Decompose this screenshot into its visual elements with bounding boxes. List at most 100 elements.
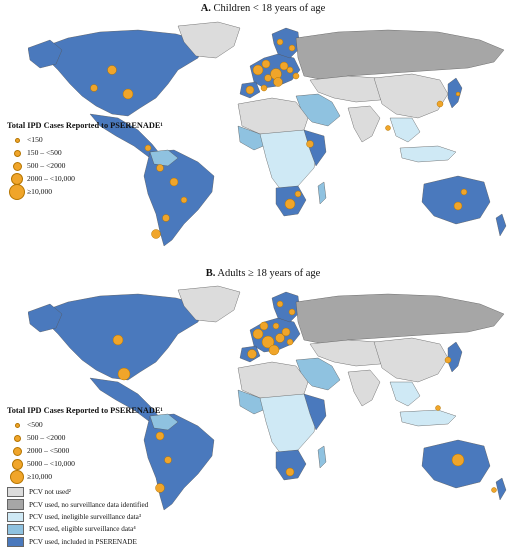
panel-a-title-text: Children < 18 years of age (213, 3, 326, 14)
status-legend-row: PCV used, eligible surveillance data⁴ (7, 523, 148, 535)
case-bubble (286, 338, 294, 346)
pcv-status-legend: PCV not used² PCV used, no surveillance d… (7, 486, 148, 548)
panel-a-letter: A. (200, 3, 211, 14)
case-bubble (286, 66, 294, 74)
legend-label: <500 (27, 420, 43, 430)
region-new-zealand (495, 213, 507, 237)
legend-bubble (13, 434, 21, 442)
legend-bubble (13, 149, 21, 157)
region-new-zealand (495, 477, 507, 501)
case-bubble (247, 349, 257, 359)
case-bubble (252, 64, 264, 76)
region-russia (295, 29, 505, 81)
case-bubble (164, 456, 172, 464)
legend-bubble (9, 184, 25, 201)
status-swatch (7, 511, 24, 523)
case-bubble (455, 91, 461, 97)
case-bubble (292, 72, 300, 80)
case-bubble (117, 367, 131, 381)
case-bubble (451, 453, 465, 467)
legend-row: <500 (7, 419, 163, 432)
legend-bubble (14, 422, 20, 428)
region-africa-south (275, 449, 307, 481)
legend-label: 2000 – <5000 (27, 446, 70, 456)
region-canada-usa (45, 29, 205, 117)
legend-label: 2000 – <10,000 (27, 174, 75, 184)
case-bubble (273, 77, 283, 87)
case-bubble (261, 59, 271, 69)
legend-bubble (12, 161, 22, 171)
panel-b-title: B. Adults ≥ 18 years of age (0, 268, 526, 279)
panel-a-title: A. Children < 18 years of age (0, 3, 526, 14)
status-legend-row: PCV used, no surveillance data identifie… (7, 498, 148, 510)
legend-label: 5000 – <10,000 (27, 459, 75, 469)
region-madagascar (317, 445, 327, 469)
legend-row: 2000 – <10,000 (7, 173, 163, 186)
region-africa-west (237, 125, 269, 151)
region-russia (295, 293, 505, 345)
case-bubble (288, 308, 296, 316)
status-swatch (7, 499, 24, 510)
case-bubble (151, 229, 161, 239)
region-africa-north (237, 361, 309, 399)
status-label: PCV used, ineligible surveillance data³ (29, 512, 142, 521)
legend-row: <150 (7, 134, 163, 147)
case-bubble (259, 321, 269, 331)
case-bubble (460, 188, 468, 196)
legend-row: ≥10,000 (7, 184, 163, 201)
region-south-america-north (149, 413, 179, 431)
region-china (373, 73, 449, 119)
region-australia (421, 175, 491, 225)
case-bubble (272, 322, 280, 330)
case-bubble (276, 38, 284, 46)
case-bubble (275, 333, 285, 343)
case-bubble (444, 356, 452, 364)
legend-label: 500 – <2000 (27, 433, 66, 443)
region-india (347, 105, 381, 143)
legend-bubble (14, 137, 20, 143)
legend-bubble (10, 470, 24, 485)
case-bubble (144, 144, 152, 152)
legend-label: ≥10,000 (27, 472, 53, 482)
status-swatch (7, 524, 24, 535)
world-map-adults (28, 285, 507, 511)
case-bubble (385, 125, 391, 131)
legend-row: ≥10,000 (7, 470, 163, 485)
case-bubble (435, 405, 441, 411)
region-madagascar (317, 181, 327, 205)
case-bubble (122, 88, 134, 100)
region-greenland (177, 21, 241, 59)
panel-b-title-text: Adults ≥ 18 years of age (217, 268, 321, 279)
region-south-america (143, 149, 215, 247)
bubble-legend-children: Total IPD Cases Reported to PSERENADE¹ <… (7, 121, 163, 201)
case-bubble (288, 44, 296, 52)
case-bubble (155, 483, 165, 493)
legend-row: 500 – <2000 (7, 432, 163, 445)
legend-row: 2000 – <5000 (7, 445, 163, 458)
legend-label: 150 – <500 (27, 148, 62, 158)
case-bubble (306, 140, 314, 148)
status-label: PCV not used² (29, 488, 71, 497)
case-bubble (294, 190, 302, 198)
case-bubble (276, 300, 284, 308)
region-central-asia (309, 339, 395, 367)
status-label: PCV used, included in PSERENADE (29, 537, 137, 546)
case-bubble (252, 328, 264, 340)
case-bubble (261, 335, 275, 349)
case-bubble (491, 487, 497, 493)
region-greenland (177, 285, 241, 323)
region-south-america-north (149, 149, 179, 167)
region-china (373, 337, 449, 383)
legend-row: 5000 – <10,000 (7, 458, 163, 471)
case-bubble (268, 344, 280, 356)
case-bubble (453, 201, 463, 211)
case-bubble (156, 164, 164, 172)
case-bubble (180, 196, 188, 204)
legend-label: <150 (27, 135, 43, 145)
case-bubble (264, 74, 272, 82)
region-africa-north (237, 97, 309, 135)
region-indonesia (399, 145, 457, 163)
region-scandinavia (271, 291, 301, 323)
case-bubble (281, 327, 291, 337)
case-bubble (260, 84, 268, 92)
